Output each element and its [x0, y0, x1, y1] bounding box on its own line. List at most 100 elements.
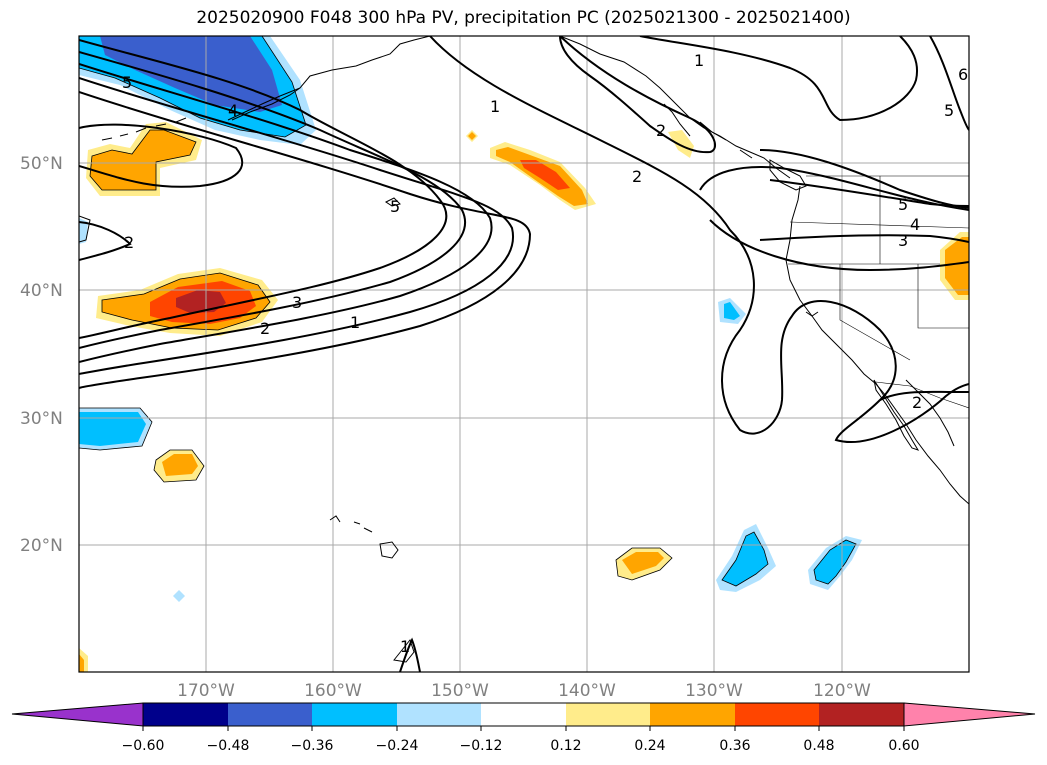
- contour-label: 5: [122, 73, 132, 92]
- contour-label: 1: [490, 97, 500, 116]
- negative-anomaly-left-edge: [79, 218, 88, 244]
- contour-label: 3: [292, 293, 302, 312]
- negative-anomaly-northwest-core: [100, 36, 282, 112]
- pv-contours: [79, 36, 969, 672]
- outline-subtropical-west: [79, 407, 153, 451]
- colorbar-tick-label: 0.12: [550, 738, 581, 754]
- state-border-5: [917, 264, 969, 329]
- map-frame: [78, 35, 970, 673]
- aleutian-islands: [101, 117, 187, 141]
- lon-label-120w: 120°W: [813, 681, 871, 701]
- colorbar-tick-label: 0.60: [888, 738, 919, 754]
- lon-label-160w: 160°W: [304, 681, 362, 701]
- lat-label-50n: 50°N: [20, 154, 63, 174]
- longitude-labels: 170°W 160°W 150°W 140°W 130°W 120°W: [177, 681, 871, 701]
- negative-anomaly-dot: [173, 590, 185, 602]
- contour-label: 4: [228, 101, 238, 120]
- contour-label: 5: [390, 197, 400, 216]
- contour-label: 2: [260, 319, 270, 338]
- colorbar-bin: [819, 703, 904, 726]
- colorbar-tick-labels: −0.60 −0.48 −0.36 −0.24 −0.12 0.12 0.24 …: [122, 738, 920, 754]
- colorbar-bin: [650, 703, 735, 726]
- contour-label: 6: [958, 65, 968, 84]
- lat-label-40n: 40°N: [20, 281, 63, 301]
- contour-label: 1: [694, 51, 704, 70]
- pv-contour-north-1: [639, 36, 918, 122]
- pv-contour-east-4: [759, 149, 969, 209]
- positive-anomaly-subtropical-central-core: [622, 552, 664, 574]
- colorbar-tick-label: −0.60: [122, 738, 165, 754]
- colorbar-bin: [566, 703, 650, 726]
- pv-contour-northeast-6: [929, 36, 969, 131]
- contour-label: 2: [912, 393, 922, 412]
- positive-anomaly-small-dot-core: [468, 132, 476, 140]
- positive-anomaly-bottom-left-core: [79, 654, 84, 672]
- pv-contour-southeast-2: [879, 390, 969, 401]
- us-west-coast: [785, 185, 969, 505]
- colorbar-tick-label: −0.48: [207, 738, 250, 754]
- colorbar-frame: [142, 702, 905, 727]
- latitude-labels: 50°N 40°N 30°N 20°N: [20, 154, 63, 556]
- colorbar-bin: [143, 703, 228, 726]
- pv-contour-north-ridge-2: [559, 36, 716, 154]
- lat-label-20n: 20°N: [20, 536, 63, 556]
- positive-anomaly-central-pacific-max: [176, 290, 226, 313]
- colorbar-tick-label: 0.24: [634, 738, 665, 754]
- colorbar-over-arrow: [903, 702, 1036, 727]
- contour-label: 5: [944, 101, 954, 120]
- colorbar-bin: [735, 703, 819, 726]
- outline-subtropical-central: [615, 547, 673, 581]
- lon-label-140w: 140°W: [558, 681, 616, 701]
- pv-contour-left-edge-loop: [79, 221, 132, 261]
- outline-aleutian: [89, 129, 197, 191]
- guadalupe-coast: [805, 311, 819, 317]
- outline-central-pacific: [101, 272, 271, 331]
- colorbar-tick-label: −0.36: [291, 738, 334, 754]
- contour-label: 2: [632, 167, 642, 186]
- negative-anomaly-subtropical-west-core: [79, 412, 146, 446]
- pv-contour-1-west: [79, 91, 532, 389]
- colorbar-tick-label: 0.36: [719, 738, 750, 754]
- negative-anomaly-offshore-california-core: [724, 302, 740, 320]
- contour-labels: 1 1 1 1 2 2 2 2 2 3 3 4 4 5 5 5 5 6: [122, 51, 968, 656]
- contour-label: 2: [124, 233, 134, 252]
- pv-contour-north-ridge-1: [429, 36, 969, 443]
- contour-label: 1: [400, 637, 410, 656]
- alaska-coast: [227, 36, 431, 121]
- positive-anomaly-north-of-hawaii-core: [162, 454, 198, 476]
- contour-label: 5: [898, 195, 908, 214]
- colorbar: −0.60 −0.48 −0.36 −0.24 −0.12 0.12 0.24 …: [11, 702, 1036, 754]
- contour-label: 3: [898, 231, 908, 250]
- state-border-3: [839, 264, 911, 361]
- positive-anomaly-aleutian-core: [90, 130, 196, 190]
- state-border-1: [789, 221, 969, 229]
- pv-contour-5-west: [79, 39, 448, 339]
- pv-contour-east-2: [709, 219, 969, 272]
- negative-anomaly-east-2-core: [814, 540, 856, 584]
- pv-contour-2-west: [79, 77, 514, 375]
- lon-label-130w: 130°W: [685, 681, 743, 701]
- colorbar-under-arrow: [11, 702, 144, 727]
- colorbar-ticks: [142, 726, 905, 731]
- left-edge-coast: [79, 215, 91, 243]
- gulf-of-california: [905, 379, 955, 447]
- lat-label-30n: 30°N: [20, 409, 63, 429]
- colorbar-bin: [312, 703, 397, 726]
- lon-label-170w: 170°W: [177, 681, 235, 701]
- north-pacific-islet: [385, 197, 401, 207]
- colorbar-tick-label: 0.48: [803, 738, 834, 754]
- lon-label-150w: 150°W: [431, 681, 489, 701]
- positive-anomaly-gulf-of-alaska-high: [520, 160, 570, 190]
- hawaii-islands: [329, 515, 399, 559]
- colorbar-tick-label: −0.24: [376, 738, 419, 754]
- contour-label: 4: [910, 215, 920, 234]
- pv-contour-east-3: [699, 166, 969, 211]
- contour-label: 1: [350, 313, 360, 332]
- pv-contour-east-3b: [759, 234, 969, 243]
- outline-east-2: [813, 539, 857, 585]
- pv-contour-3-west: [79, 63, 493, 363]
- pv-contour-aleutian-loop: [79, 123, 244, 188]
- outline-east-1: [721, 531, 769, 587]
- colorbar-bin: [228, 703, 312, 726]
